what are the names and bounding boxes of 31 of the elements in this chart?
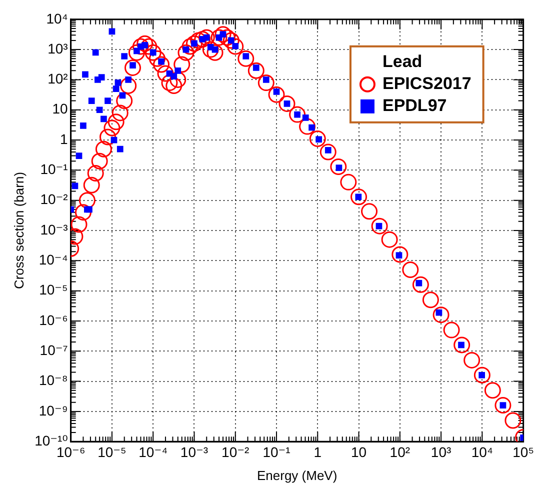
y-tick-label: 10⁻¹ — [40, 161, 68, 178]
y-tick-label: 10⁻² — [40, 191, 68, 208]
x-tick-label: 10⁻³ — [180, 444, 208, 460]
x-tick-label: 10⁻¹ — [262, 444, 291, 460]
x-tick-label: 10⁻⁵ — [98, 444, 126, 460]
y-tick-label: 10⁻⁴ — [38, 252, 68, 268]
y-tick-label: 10⁻⁸ — [38, 372, 68, 388]
y-tick-label: 10⁻⁵ — [39, 282, 68, 298]
x-tick-label: 10 — [350, 444, 367, 460]
y-tick-label: 10⁻⁷ — [40, 342, 68, 358]
y-tick-label: 10³ — [48, 40, 68, 56]
x-tick-label: 10² — [390, 444, 410, 460]
y-tick-label: 10 — [52, 100, 68, 117]
x-tick-label: 1 — [314, 444, 322, 460]
x-tick-label: 10⁻⁴ — [138, 444, 168, 460]
y-tick-label: 10⁻⁹ — [38, 402, 68, 418]
legend-label: EPICS2017 — [382, 74, 472, 94]
y-tick-label: 10² — [48, 70, 68, 87]
x-tick-label: 10⁴ — [471, 444, 493, 460]
x-tick-label: 10³ — [430, 444, 452, 460]
x-axis-title: Energy (MeV) — [256, 468, 338, 483]
x-tick-label: 10⁻² — [222, 444, 250, 460]
legend-label: EPDL97 — [382, 96, 447, 116]
y-axis-title: Cross section (barn) — [11, 172, 26, 290]
x-tick-label: 10⁵ — [512, 444, 534, 460]
y-tick-label: 10⁻³ — [40, 221, 68, 238]
y-tick-label: 10⁻⁶ — [39, 312, 68, 328]
y-tick-label: 1 — [60, 130, 68, 147]
legend-title: Lead — [382, 52, 422, 72]
y-tick-label: 10⁴ — [46, 10, 68, 26]
y-tick-label: 10⁻¹⁰ — [34, 432, 68, 448]
